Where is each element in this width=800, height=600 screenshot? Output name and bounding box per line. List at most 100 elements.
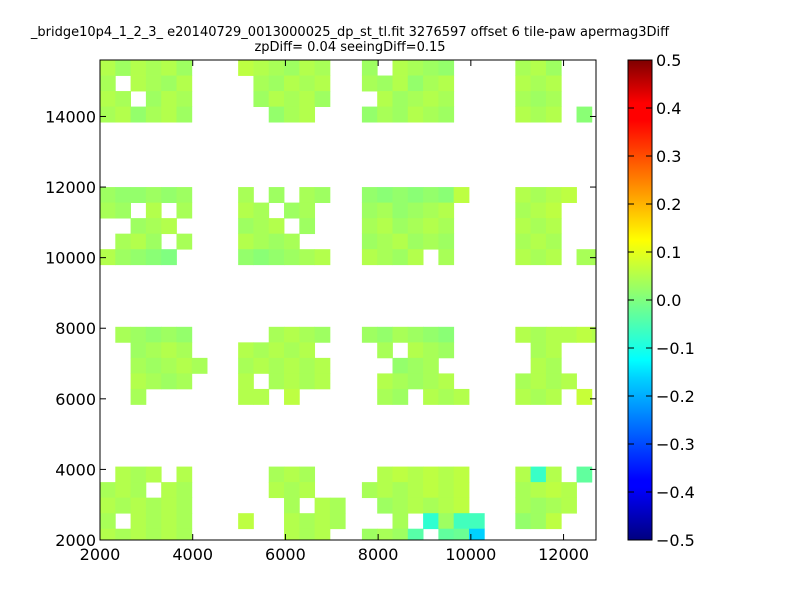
heatmap-cell xyxy=(530,326,547,343)
heatmap-cell xyxy=(377,482,393,499)
heatmap-cell xyxy=(407,528,424,540)
heatmap-cell xyxy=(515,233,532,250)
heatmap-cell xyxy=(100,75,116,92)
heatmap-cell xyxy=(284,202,300,219)
heatmap-cell xyxy=(392,218,409,235)
heatmap-cell xyxy=(377,326,393,343)
heatmap-cell xyxy=(176,482,193,499)
heatmap-cell xyxy=(377,187,393,203)
x-tick-label: 6000 xyxy=(265,545,306,564)
heatmap-cell xyxy=(238,357,254,374)
heatmap-cell xyxy=(314,326,331,343)
heatmap-cell xyxy=(361,528,378,540)
heatmap-cell xyxy=(515,513,532,530)
heatmap-cell xyxy=(161,218,177,235)
colorbar-tick-label: −0.4 xyxy=(656,483,695,502)
heatmap-cell xyxy=(145,218,162,235)
heatmap-cell xyxy=(515,388,532,405)
heatmap-cell xyxy=(545,202,562,219)
heatmap-cell xyxy=(238,218,254,235)
heatmap-cell xyxy=(438,373,455,390)
heatmap-cell xyxy=(515,466,532,483)
heatmap-cell xyxy=(268,233,285,250)
heatmap-cell xyxy=(453,466,470,483)
heatmap-cell xyxy=(130,326,147,343)
heatmap-cell xyxy=(545,497,562,514)
y-tick-label: 2000 xyxy=(55,531,96,550)
heatmap-cell xyxy=(100,202,116,219)
heatmap-cell xyxy=(284,326,300,343)
heatmap-cell xyxy=(392,528,409,540)
heatmap-cell xyxy=(423,75,439,92)
heatmap-cell xyxy=(576,326,593,343)
x-tick-label: 12000 xyxy=(538,545,589,564)
heatmap-cell xyxy=(130,357,147,374)
heatmap-cell xyxy=(161,482,177,499)
heatmap-cell xyxy=(100,249,116,266)
heatmap-cell xyxy=(145,233,162,250)
heatmap-cell xyxy=(314,187,331,203)
heatmap-cell xyxy=(314,357,331,374)
heatmap-cell xyxy=(438,482,455,499)
heatmap-cell xyxy=(453,482,470,499)
heatmap-cell xyxy=(423,342,439,359)
heatmap-cell xyxy=(576,388,593,405)
heatmap-cell xyxy=(268,249,285,266)
heatmap-cell xyxy=(130,187,147,203)
heatmap-cell xyxy=(407,373,424,390)
colorbar-tick-label: −0.1 xyxy=(656,339,695,358)
heatmap-cell xyxy=(100,106,116,123)
heatmap-cell xyxy=(561,373,577,390)
heatmap-cell xyxy=(545,218,562,235)
heatmap-cell xyxy=(438,326,455,343)
heatmap-cell xyxy=(423,357,439,374)
heatmap-cell xyxy=(253,233,270,250)
heatmap-cell xyxy=(545,91,562,107)
x-tick-label: 4000 xyxy=(172,545,213,564)
heatmap-cell xyxy=(268,373,285,390)
colorbar-tick-label: −0.2 xyxy=(656,387,695,406)
heatmap-cell xyxy=(176,60,193,76)
heatmap-cell xyxy=(176,357,193,374)
colorbar-tick-label: 0.0 xyxy=(656,291,681,310)
heatmap-cell xyxy=(130,388,147,405)
heatmap-cell xyxy=(100,60,116,76)
heatmap-cell xyxy=(253,60,270,76)
x-tick-label: 2000 xyxy=(80,545,121,564)
heatmap-cell xyxy=(530,233,547,250)
heatmap-cell xyxy=(361,187,378,203)
heatmap-cell xyxy=(176,528,193,540)
heatmap-cell xyxy=(407,187,424,203)
heatmap-cell xyxy=(392,326,409,343)
heatmap-cell xyxy=(161,106,177,123)
heatmap-cell xyxy=(238,342,254,359)
heatmap-cell xyxy=(591,249,596,266)
heatmap-cell xyxy=(176,233,193,250)
heatmap-cell xyxy=(284,497,300,514)
heatmap-cell xyxy=(392,373,409,390)
heatmap-cell xyxy=(268,75,285,92)
heatmap-cell xyxy=(453,388,470,405)
heatmap-cell xyxy=(145,466,162,483)
heatmap-cell xyxy=(530,342,547,359)
heatmap-cell xyxy=(314,60,331,76)
heatmap-cell xyxy=(100,513,116,530)
heatmap-cell xyxy=(377,497,393,514)
heatmap-cell xyxy=(238,202,254,219)
heatmap-cell xyxy=(253,75,270,92)
heatmap-cell xyxy=(530,373,547,390)
heatmap-cell xyxy=(161,497,177,514)
heatmap-cell xyxy=(423,388,439,405)
heatmap-cell xyxy=(145,249,162,266)
heatmap-cell xyxy=(161,357,177,374)
heatmap-cell xyxy=(130,249,147,266)
heatmap-cell xyxy=(438,513,455,530)
heatmap-cell xyxy=(314,91,331,107)
heatmap-cell xyxy=(453,497,470,514)
heatmap-cells xyxy=(100,60,596,540)
heatmap-cell xyxy=(392,187,409,203)
heatmap-cell xyxy=(530,91,547,107)
heatmap-cell xyxy=(407,357,424,374)
heatmap-cell xyxy=(438,60,455,76)
heatmap-cell xyxy=(361,233,378,250)
